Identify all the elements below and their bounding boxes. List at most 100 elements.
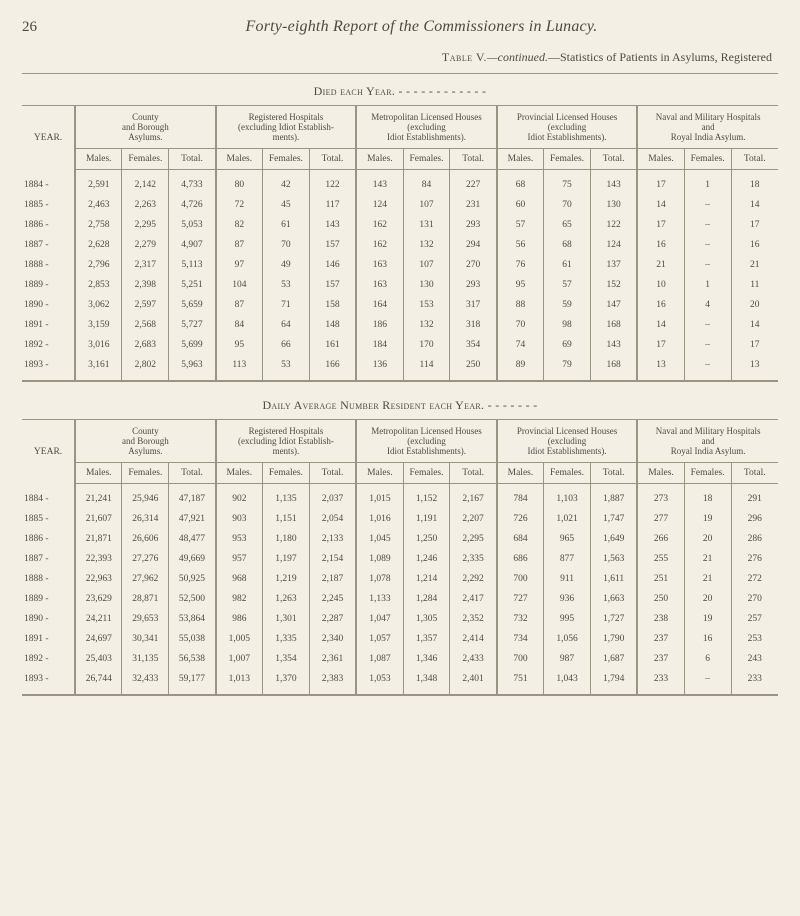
group-header: County and Borough Asylums. <box>75 106 216 149</box>
sub-header: Total. <box>590 463 637 484</box>
sub-header: Total. <box>169 149 216 170</box>
sub-header: Females. <box>263 149 310 170</box>
year-cell: 1889 - <box>22 275 75 295</box>
group-header: Provincial Licensed Houses (excluding Id… <box>497 420 638 463</box>
data-cell: 2,340 <box>309 629 356 649</box>
data-cell: 26,606 <box>122 529 169 549</box>
group-header: Naval and Military Hospitals and Royal I… <box>637 420 778 463</box>
data-cell: 14 <box>637 195 684 215</box>
data-cell: 98 <box>544 315 591 335</box>
data-cell: 4,726 <box>169 195 216 215</box>
data-cell: 227 <box>450 170 497 196</box>
data-cell: 84 <box>216 315 263 335</box>
caption-rest: —Statistics of Patients in Asylums, Regi… <box>548 50 772 64</box>
data-cell: 1,649 <box>590 529 637 549</box>
caption-em1: — <box>487 50 498 64</box>
tbody: 1884 -21,24125,94647,1879021,1352,0371,0… <box>22 484 778 696</box>
data-cell: 70 <box>544 195 591 215</box>
sub-header: Females. <box>122 149 169 170</box>
data-cell: 168 <box>590 355 637 381</box>
data-cell: 2,758 <box>75 215 122 235</box>
data-cell: 45 <box>263 195 310 215</box>
data-cell: 6 <box>684 649 731 669</box>
data-cell: 293 <box>450 275 497 295</box>
data-cell: 253 <box>731 629 778 649</box>
data-cell: 18 <box>731 170 778 196</box>
data-cell: 1,015 <box>356 484 403 510</box>
data-cell: 277 <box>637 509 684 529</box>
sub-header: Total. <box>590 149 637 170</box>
data-cell: 11 <box>731 275 778 295</box>
data-cell: 50,925 <box>169 569 216 589</box>
year-cell: 1885 - <box>22 509 75 529</box>
data-cell: 734 <box>497 629 544 649</box>
data-cell: 10 <box>637 275 684 295</box>
data-cell: 68 <box>497 170 544 196</box>
data-cell: 995 <box>544 609 591 629</box>
table-row: 1891 -24,69730,34155,0381,0051,3352,3401… <box>22 629 778 649</box>
table-row: 1887 -22,39327,27649,6699571,1972,1541,0… <box>22 549 778 569</box>
data-cell: 107 <box>403 195 450 215</box>
data-cell: 1,135 <box>263 484 310 510</box>
data-cell: 2,802 <box>122 355 169 381</box>
data-cell: 186 <box>356 315 403 335</box>
data-cell: 14 <box>637 315 684 335</box>
data-cell: 2,433 <box>450 649 497 669</box>
data-cell: 28,871 <box>122 589 169 609</box>
sub-header: Total. <box>450 463 497 484</box>
data-cell: – <box>684 215 731 235</box>
data-cell: 22,963 <box>75 569 122 589</box>
group-header: Naval and Military Hospitals and Royal I… <box>637 106 778 149</box>
data-cell: 130 <box>590 195 637 215</box>
sub-header: Males. <box>497 149 544 170</box>
table-avg: YEAR.County and Borough Asylums.Register… <box>22 419 778 696</box>
data-cell: 55,038 <box>169 629 216 649</box>
data-cell: – <box>684 235 731 255</box>
data-cell: 2,568 <box>122 315 169 335</box>
data-cell: 18 <box>684 484 731 510</box>
year-cell: 1893 - <box>22 669 75 695</box>
data-cell: 23,629 <box>75 589 122 609</box>
data-cell: 21 <box>637 255 684 275</box>
data-cell: 5,963 <box>169 355 216 381</box>
data-cell: 143 <box>590 335 637 355</box>
data-cell: 84 <box>403 170 450 196</box>
data-cell: 732 <box>497 609 544 629</box>
caption-italic: continued. <box>498 50 548 64</box>
data-cell: 726 <box>497 509 544 529</box>
data-cell: 75 <box>544 170 591 196</box>
year-cell: 1886 - <box>22 529 75 549</box>
data-cell: 157 <box>309 275 356 295</box>
data-cell: 61 <box>544 255 591 275</box>
data-cell: 71 <box>263 295 310 315</box>
data-cell: 1,045 <box>356 529 403 549</box>
table-row: 1890 -3,0622,5975,6598771158164153317885… <box>22 295 778 315</box>
data-cell: 1,250 <box>403 529 450 549</box>
data-cell: 986 <box>216 609 263 629</box>
data-cell: 237 <box>637 629 684 649</box>
data-cell: 2,133 <box>309 529 356 549</box>
data-cell: 272 <box>731 569 778 589</box>
sub-header: Males. <box>637 463 684 484</box>
data-cell: 1,727 <box>590 609 637 629</box>
table-row: 1888 -22,96327,96250,9259681,2192,1871,0… <box>22 569 778 589</box>
sub-header: Total. <box>309 149 356 170</box>
year-cell: 1893 - <box>22 355 75 381</box>
data-cell: 5,251 <box>169 275 216 295</box>
data-cell: 1,284 <box>403 589 450 609</box>
data-cell: 1,246 <box>403 549 450 569</box>
data-cell: 21,241 <box>75 484 122 510</box>
data-cell: 97 <box>216 255 263 275</box>
data-cell: 751 <box>497 669 544 695</box>
data-cell: 130 <box>403 275 450 295</box>
data-cell: 29,653 <box>122 609 169 629</box>
data-cell: 162 <box>356 215 403 235</box>
data-cell: 2,628 <box>75 235 122 255</box>
table-died: YEAR.County and Borough Asylums.Register… <box>22 105 778 382</box>
data-cell: 16 <box>684 629 731 649</box>
data-cell: 968 <box>216 569 263 589</box>
data-cell: 1,016 <box>356 509 403 529</box>
data-cell: 953 <box>216 529 263 549</box>
data-cell: 89 <box>497 355 544 381</box>
data-cell: 700 <box>497 569 544 589</box>
